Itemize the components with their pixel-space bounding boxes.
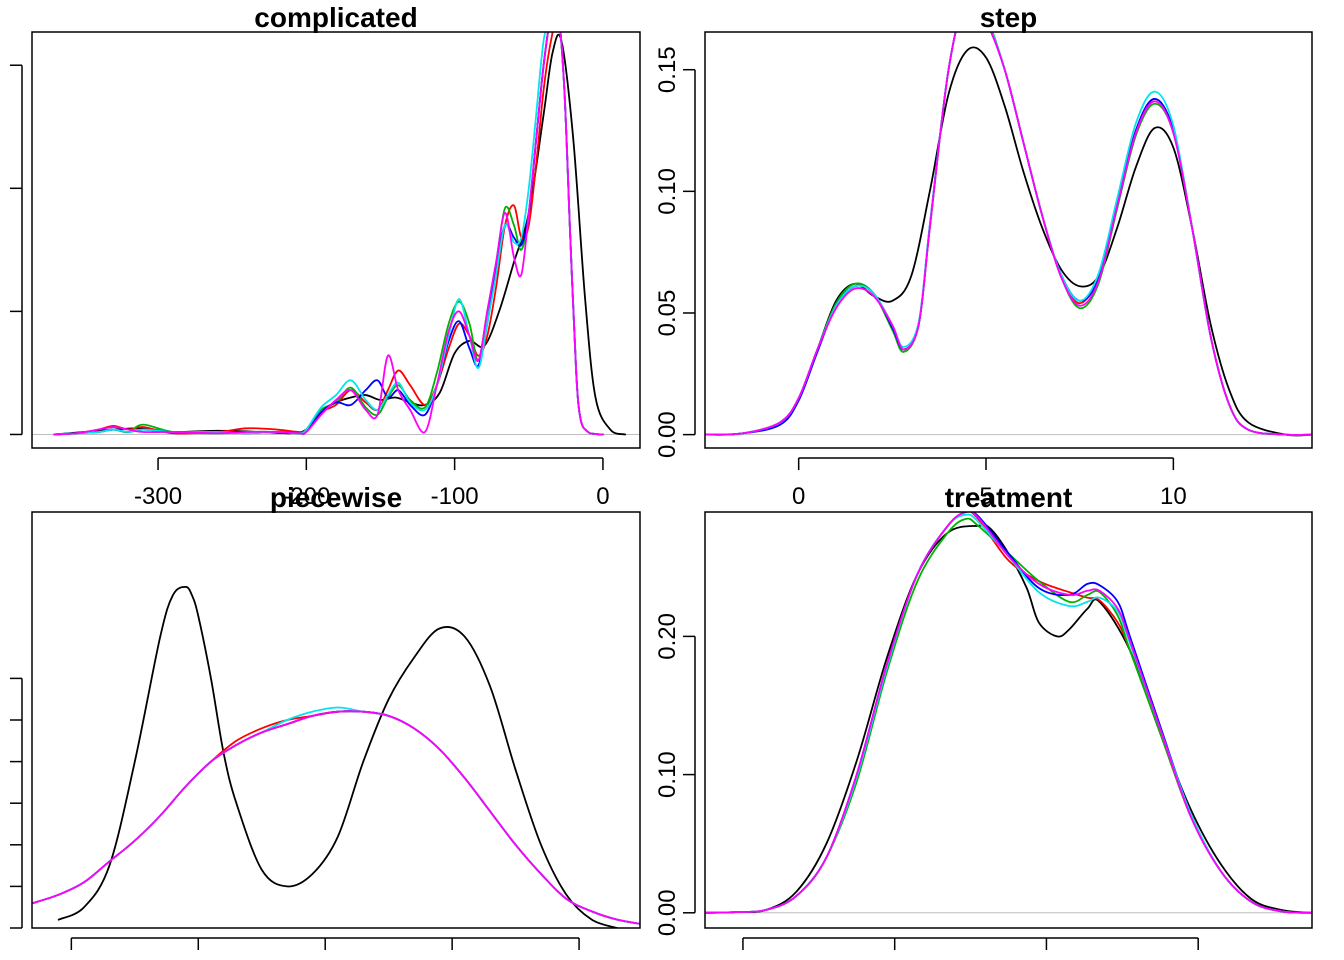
density-line-2 bbox=[53, 32, 604, 436]
panel-treatment: treatment 0.00 0.10 0.20 bbox=[654, 482, 1313, 950]
y-tick-label: 0.20 bbox=[654, 613, 681, 660]
density-line-2 bbox=[705, 32, 1312, 436]
density-line-1 bbox=[53, 33, 627, 436]
y-tick-label: 0.10 bbox=[654, 168, 681, 215]
series-group bbox=[53, 32, 627, 436]
panel-piecewise: piecewise bbox=[10, 482, 641, 950]
plot-frame bbox=[31, 31, 641, 449]
panel-step: step 0 5 10 0.00 0.05 0.10 0.15 bbox=[654, 2, 1313, 510]
plot-frame bbox=[704, 511, 1313, 929]
panel-title: piecewise bbox=[270, 482, 402, 513]
density-line-6 bbox=[32, 710, 640, 925]
series-group bbox=[32, 585, 640, 928]
density-line-3 bbox=[705, 32, 1312, 436]
y-tick-label: 0.00 bbox=[654, 889, 681, 936]
x-tick-label: -100 bbox=[431, 483, 479, 510]
x-tick-label: 5 bbox=[979, 483, 992, 510]
density-line-3 bbox=[705, 517, 1312, 914]
density-line-5 bbox=[705, 513, 1312, 914]
density-line-3 bbox=[53, 32, 604, 436]
density-line-4 bbox=[705, 32, 1312, 436]
x-tick-label: -300 bbox=[134, 483, 182, 510]
plot-frame bbox=[704, 31, 1313, 449]
y-tick-label: 0.05 bbox=[654, 290, 681, 337]
density-line-6 bbox=[53, 32, 604, 436]
density-line-1 bbox=[705, 524, 1312, 914]
y-tick-label: 0.10 bbox=[654, 751, 681, 798]
density-line-5 bbox=[705, 32, 1312, 436]
panel-title: step bbox=[980, 2, 1038, 33]
y-tick-label: 0.15 bbox=[654, 46, 681, 93]
density-line-6 bbox=[705, 512, 1312, 914]
density-line-2 bbox=[705, 512, 1312, 914]
panel-title: treatment bbox=[945, 482, 1073, 513]
density-line-6 bbox=[705, 32, 1312, 436]
x-tick-label: 0 bbox=[792, 483, 805, 510]
x-tick-label: -200 bbox=[282, 483, 330, 510]
series-group bbox=[705, 32, 1312, 437]
density-line-4 bbox=[32, 710, 640, 925]
plot-frame bbox=[31, 511, 641, 929]
density-line-4 bbox=[53, 32, 604, 436]
density-line-4 bbox=[705, 512, 1312, 914]
density-line-2 bbox=[32, 710, 640, 925]
y-tick-label: 0.00 bbox=[654, 411, 681, 458]
density-line-3 bbox=[32, 710, 640, 925]
panel-title: complicated bbox=[254, 2, 417, 33]
x-tick-label: 10 bbox=[1160, 483, 1187, 510]
x-tick-label: 0 bbox=[596, 483, 609, 510]
panel-complicated: complicated -300 -200 -100 0 bbox=[10, 2, 641, 510]
series-group bbox=[705, 512, 1312, 914]
density-line-5 bbox=[32, 706, 640, 925]
density-line-1 bbox=[57, 585, 619, 928]
density-line-5 bbox=[53, 32, 604, 436]
